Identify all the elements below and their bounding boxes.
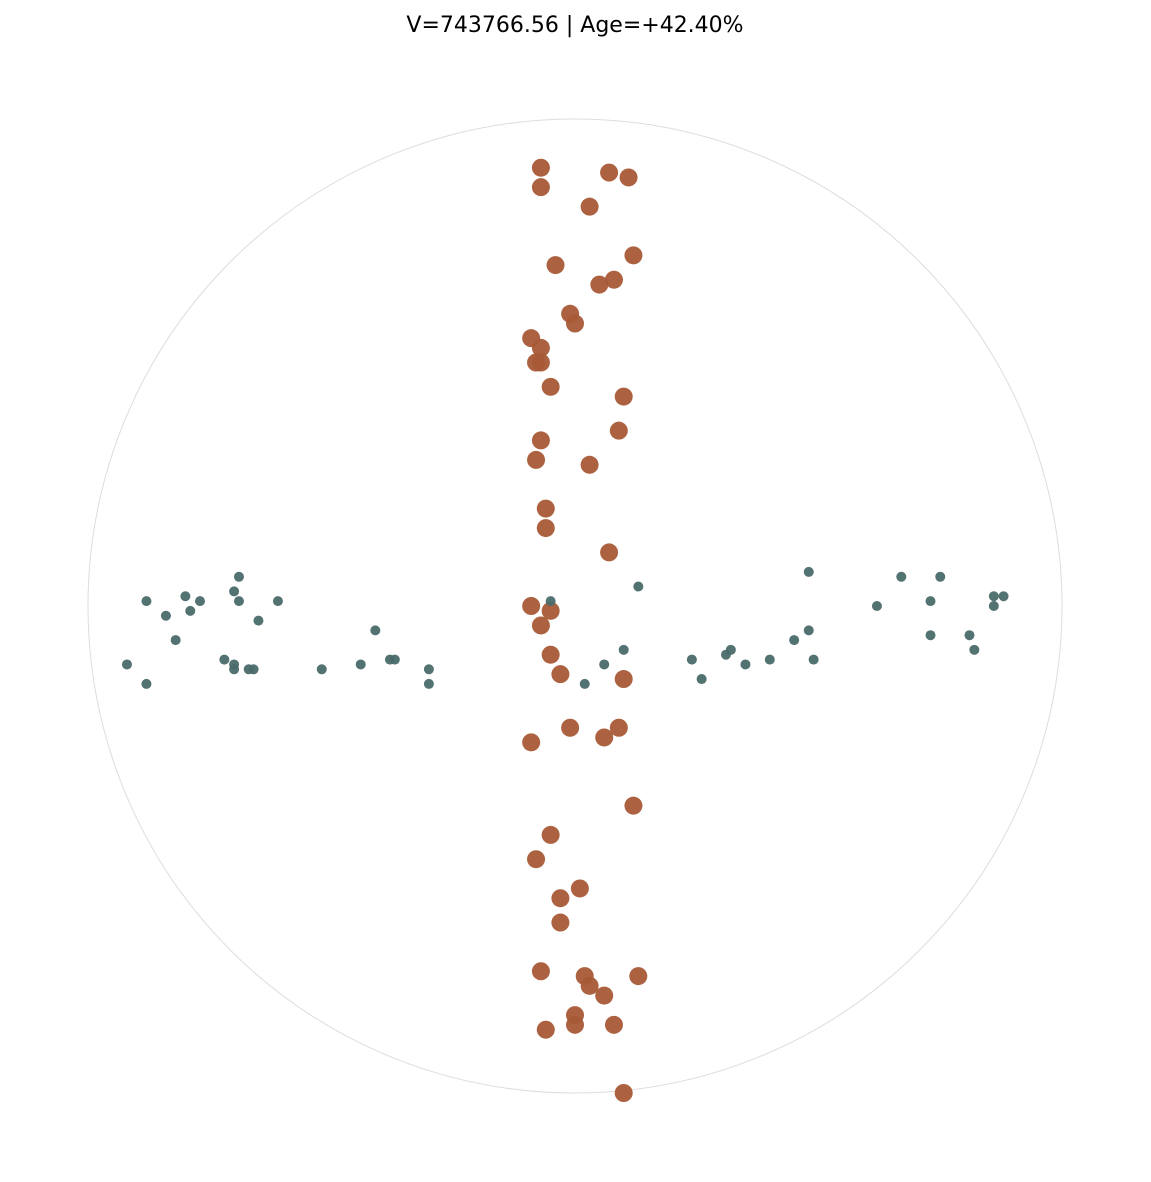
point	[580, 976, 599, 995]
point	[541, 645, 560, 664]
point	[629, 967, 648, 986]
point	[531, 353, 550, 372]
point	[988, 601, 999, 611]
point	[604, 270, 623, 289]
point	[423, 678, 434, 689]
point	[531, 962, 550, 981]
point	[229, 586, 240, 597]
point	[614, 1084, 633, 1102]
point	[600, 163, 619, 182]
point	[803, 566, 814, 577]
point	[614, 387, 633, 406]
point	[546, 256, 565, 275]
point	[566, 1015, 584, 1034]
point	[219, 654, 230, 665]
point	[355, 659, 366, 670]
point	[527, 450, 546, 469]
point	[969, 644, 980, 655]
point	[803, 625, 814, 636]
point	[600, 543, 619, 562]
point	[545, 596, 556, 607]
point	[531, 178, 550, 197]
point	[609, 718, 628, 737]
point	[725, 644, 736, 655]
point	[595, 986, 614, 1005]
point	[570, 879, 589, 898]
point	[551, 889, 570, 908]
point	[370, 625, 381, 636]
point	[789, 635, 800, 646]
point	[141, 678, 152, 689]
point	[595, 728, 614, 747]
point	[389, 654, 400, 665]
point	[935, 571, 946, 582]
point	[925, 596, 936, 607]
point	[170, 635, 181, 646]
point	[624, 796, 643, 815]
point	[551, 913, 570, 932]
point	[541, 377, 560, 396]
point	[618, 644, 629, 655]
point	[580, 455, 599, 474]
plot-boundary	[87, 118, 1063, 1094]
point	[536, 1020, 555, 1039]
point	[536, 519, 555, 538]
point	[896, 571, 907, 582]
point	[561, 718, 580, 737]
point	[808, 654, 819, 665]
point	[195, 596, 206, 607]
point	[686, 654, 697, 665]
point	[121, 659, 132, 670]
point	[180, 591, 191, 602]
point	[590, 275, 609, 294]
point	[541, 825, 560, 844]
chart-title: V=743766.56 | Age=+42.40%	[406, 13, 743, 38]
point	[531, 431, 550, 450]
point	[522, 597, 541, 615]
point	[871, 601, 882, 611]
point	[531, 158, 550, 177]
point	[316, 664, 327, 675]
point	[272, 596, 283, 607]
point	[551, 665, 570, 684]
point	[566, 314, 584, 333]
point	[522, 733, 541, 752]
point	[998, 591, 1009, 602]
point	[740, 659, 751, 670]
point	[579, 678, 590, 689]
point	[619, 168, 638, 187]
point	[925, 630, 936, 641]
point	[233, 571, 244, 582]
point	[599, 659, 610, 670]
point	[633, 581, 644, 592]
point	[609, 421, 628, 440]
point	[764, 654, 775, 665]
point	[531, 338, 550, 357]
point	[614, 670, 633, 689]
point	[624, 246, 643, 265]
point	[253, 615, 264, 626]
point	[233, 596, 244, 607]
point	[988, 591, 999, 602]
point	[531, 616, 550, 635]
point	[185, 605, 196, 616]
point	[696, 674, 707, 685]
point	[580, 197, 599, 216]
point	[964, 630, 975, 641]
point	[160, 610, 171, 621]
point	[527, 850, 546, 869]
point	[541, 601, 560, 620]
point	[141, 596, 152, 607]
point	[229, 664, 240, 675]
point	[536, 499, 555, 518]
point	[423, 664, 434, 675]
point	[243, 664, 254, 675]
point	[604, 1015, 623, 1034]
